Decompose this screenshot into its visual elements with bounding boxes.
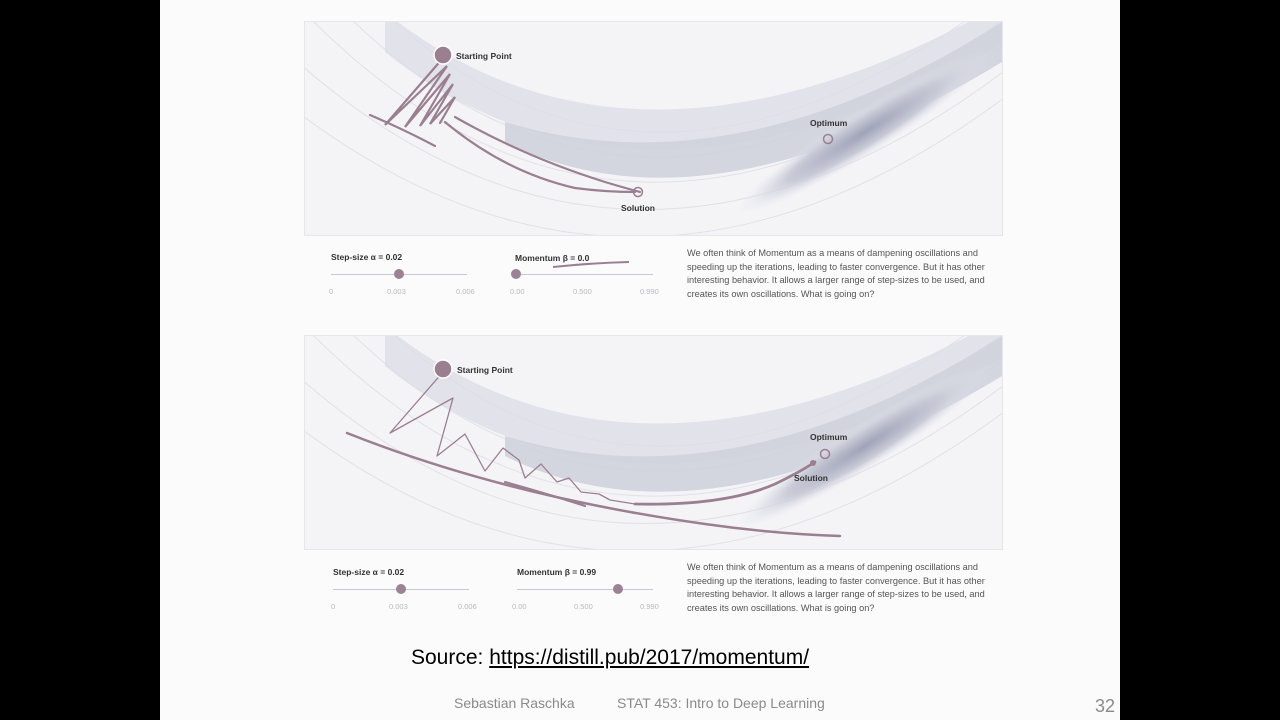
tick-label: 0 bbox=[329, 287, 334, 296]
contour-plot-bottom: Starting Point Optimum Solution bbox=[304, 335, 1003, 550]
slider-knob[interactable] bbox=[394, 269, 404, 279]
optimum-label: Optimum bbox=[810, 118, 848, 128]
momentum-slider-top[interactable]: Momentum β = 0.0 0.00 0.500 0.990 bbox=[510, 252, 665, 296]
step-size-title: Step-size α = 0.02 bbox=[331, 252, 403, 262]
starting-point-label: Starting Point bbox=[456, 51, 512, 61]
slide: Starting Point Optimum Solution Step-siz… bbox=[160, 0, 1120, 720]
tick-label: 0 bbox=[331, 602, 336, 611]
source-link[interactable]: https://distill.pub/2017/momentum/ bbox=[489, 646, 810, 669]
tick-label: 0.500 bbox=[573, 287, 592, 296]
tick-label: 0.990 bbox=[640, 602, 659, 611]
tick-label: 0.00 bbox=[510, 287, 525, 296]
tick-label: 0.003 bbox=[389, 602, 408, 611]
slider-track bbox=[517, 589, 653, 590]
tick-label: 0.006 bbox=[456, 287, 475, 296]
momentum-title: Momentum β = 0.99 bbox=[517, 567, 597, 577]
step-size-title: Step-size α = 0.02 bbox=[333, 567, 405, 577]
contour-plot-top: Starting Point Optimum Solution bbox=[304, 21, 1003, 236]
solution-label: Solution bbox=[794, 473, 828, 483]
optimum-label: Optimum bbox=[810, 432, 848, 442]
slider-track bbox=[515, 274, 653, 275]
footer-author: Sebastian Raschka bbox=[454, 695, 575, 711]
solution-label: Solution bbox=[621, 203, 655, 213]
tick-label: 0.00 bbox=[512, 602, 527, 611]
underline-annotation bbox=[552, 261, 630, 268]
page-number: 32 bbox=[1095, 696, 1116, 716]
step-size-slider-top[interactable]: Step-size α = 0.02 0 0.003 0.006 bbox=[329, 252, 476, 296]
tick-label: 0.500 bbox=[574, 602, 593, 611]
description-text: We often think of Momentum as a means of… bbox=[687, 248, 985, 299]
footer-course: STAT 453: Intro to Deep Learning bbox=[617, 695, 825, 711]
tick-label: 0.990 bbox=[640, 287, 659, 296]
description-text: We often think of Momentum as a means of… bbox=[687, 562, 985, 613]
momentum-title: Momentum β = 0.0 bbox=[515, 253, 590, 263]
momentum-slider-bottom[interactable]: Momentum β = 0.99 0.00 0.500 0.990 bbox=[512, 567, 667, 611]
source-prefix: Source: bbox=[411, 646, 490, 669]
tick-label: 0.003 bbox=[387, 287, 406, 296]
tick-label: 0.006 bbox=[458, 602, 477, 611]
slider-knob[interactable] bbox=[613, 584, 623, 594]
source-citation: Source: https://distill.pub/2017/momentu… bbox=[411, 646, 809, 670]
step-size-slider-bottom[interactable]: Step-size α = 0.02 0 0.003 0.006 bbox=[331, 567, 478, 611]
slider-knob[interactable] bbox=[511, 269, 521, 279]
slider-knob[interactable] bbox=[396, 584, 406, 594]
starting-point-label: Starting Point bbox=[457, 365, 513, 375]
